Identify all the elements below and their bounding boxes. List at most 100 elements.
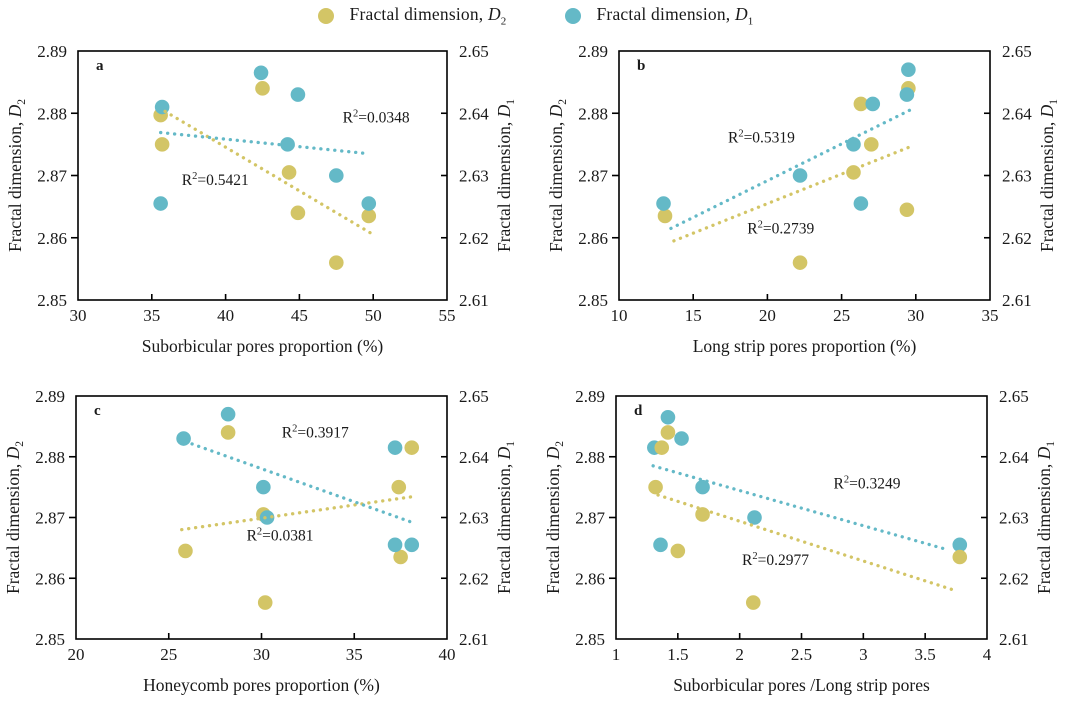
data-point-d2 (393, 549, 408, 565)
data-point-d1 (846, 137, 861, 152)
x-tick-label: 30 (907, 306, 924, 325)
legend-sub-d2: 2 (500, 15, 507, 28)
right-y-tick-label: 2.64 (459, 448, 489, 467)
data-point-d2 (853, 96, 869, 112)
right-y-tick-label: 2.63 (459, 167, 489, 186)
right-y-tick-label: 2.61 (999, 630, 1029, 649)
x-tick-label: 20 (759, 306, 776, 325)
x-tick-label: 25 (833, 306, 850, 325)
r2-label-d2: R2=0.2739 (747, 219, 814, 237)
x-tick-label: 35 (143, 306, 160, 325)
data-point-d1 (220, 406, 236, 422)
x-tick-label: 1.5 (667, 645, 688, 664)
x-tick-label: 2 (735, 645, 744, 664)
data-point-d1 (404, 537, 420, 553)
x-tick-label: 20 (68, 645, 85, 664)
data-point-d1 (674, 431, 689, 446)
x-axis-title: Honeycomb pores proportion (%) (143, 675, 380, 695)
panel-letter: b (637, 58, 645, 74)
left-y-tick-label: 2.89 (575, 387, 605, 406)
left-y-tick-label: 2.89 (37, 42, 67, 61)
legend-item-d1: Fractal dimension, D1 (564, 4, 754, 28)
trendline-d2 (672, 145, 911, 243)
trendline-d2 (656, 493, 957, 593)
data-point-d1 (865, 96, 881, 112)
data-point-d1 (259, 510, 275, 525)
legend-text-d1: Fractal dimension, (596, 4, 735, 25)
left-y-tick-label: 2.89 (578, 42, 608, 61)
data-point-d1 (280, 137, 295, 152)
legend-swatch-d2-icon (317, 8, 334, 24)
right-y-tick-label: 2.65 (459, 387, 489, 406)
x-tick-label: 30 (70, 306, 87, 325)
right-y-tick-label: 2.64 (1002, 104, 1032, 123)
left-y-tick-label: 2.88 (575, 448, 605, 467)
right-y-axis-title: Fractal dimension, D1 (494, 441, 517, 594)
r2-label-d2: R2=0.2977 (742, 551, 809, 569)
right-y-tick-label: 2.63 (459, 509, 489, 528)
left-y-tick-label: 2.87 (575, 509, 605, 528)
x-tick-label: 3.5 (915, 645, 936, 664)
trendline-d2 (180, 494, 418, 532)
data-point-d1 (153, 196, 168, 211)
data-point-d2 (255, 81, 270, 96)
left-y-tick-label: 2.88 (37, 104, 67, 123)
panel-c: 20 25 30 35 40 2.85 2.86 2.87 2.88 2.89 2.61 2.62 2.… (35, 387, 489, 695)
x-tick-label: 55 (439, 306, 456, 325)
right-y-tick-label: 2.65 (1002, 42, 1032, 61)
left-y-axis-title: Fractal dimension, D2 (5, 99, 28, 252)
left-y-tick-label: 2.85 (578, 291, 608, 310)
x-tick-label: 40 (217, 306, 234, 325)
trendline-d1 (183, 439, 418, 526)
x-tick-label: 25 (160, 645, 177, 664)
data-point-d1 (952, 537, 968, 553)
r2-label-d1: R2=0.3917 (282, 423, 349, 441)
panel-a: 30 35 40 45 50 55 2.85 2.86 2.87 2.88 2.89 2.61 2.62… (37, 42, 489, 356)
x-tick-label: 15 (685, 306, 702, 325)
r2-label-d1: R2=0.3249 (834, 474, 901, 492)
data-point-d1 (256, 479, 271, 495)
data-point-d1 (656, 196, 671, 211)
r2-label-d2: R2=0.0381 (247, 527, 314, 545)
data-point-d1 (387, 537, 403, 553)
trendline-d1 (651, 464, 950, 552)
right-y-tick-label: 2.62 (999, 569, 1029, 588)
left-y-axis-title: Fractal dimension, D2 (546, 99, 569, 252)
data-point-d1 (154, 99, 170, 115)
x-axis-title: Suborbicular pores proportion (%) (142, 336, 384, 356)
right-y-tick-label: 2.61 (1002, 291, 1032, 310)
left-y-tick-label: 2.88 (35, 448, 65, 467)
data-point-d2 (391, 479, 407, 495)
trendline-d1 (159, 130, 371, 156)
data-point-d2 (899, 202, 915, 218)
data-point-d1 (387, 440, 403, 455)
x-tick-label: 1 (612, 645, 621, 664)
data-point-d2 (745, 595, 761, 610)
x-tick-label: 3 (859, 645, 868, 664)
legend-label-d1: Fractal dimension, D1 (597, 4, 754, 28)
data-point-d1 (792, 168, 808, 183)
left-y-tick-label: 2.88 (578, 104, 608, 123)
trendline-d2 (163, 109, 372, 235)
data-point-d1 (329, 168, 344, 183)
legend-symbol-d2: D (487, 4, 501, 25)
data-point-d1 (695, 479, 710, 495)
left-y-tick-label: 2.86 (35, 569, 65, 588)
data-point-d1 (253, 65, 269, 81)
left-y-tick-label: 2.86 (575, 569, 605, 588)
left-y-tick-label: 2.86 (37, 229, 67, 248)
legend: Fractal dimension, D2 Fractal dimension,… (0, 2, 1071, 30)
x-tick-label: 45 (291, 306, 308, 325)
left-y-tick-label: 2.85 (575, 630, 605, 649)
r2-label-d1: R2=0.0348 (343, 109, 410, 127)
right-y-tick-label: 2.65 (459, 42, 489, 61)
left-y-tick-label: 2.89 (35, 387, 65, 406)
legend-swatch-d1-icon (564, 8, 581, 24)
left-y-tick-label: 2.86 (578, 229, 608, 248)
panel-letter: d (634, 403, 643, 419)
x-tick-label: 35 (346, 645, 363, 664)
right-y-tick-label: 2.61 (459, 630, 489, 649)
panel-b: 10 15 20 25 30 35 2.85 2.86 2.87 2.88 2.89 2.61 2.62… (578, 42, 1032, 356)
data-point-d1 (176, 431, 191, 446)
